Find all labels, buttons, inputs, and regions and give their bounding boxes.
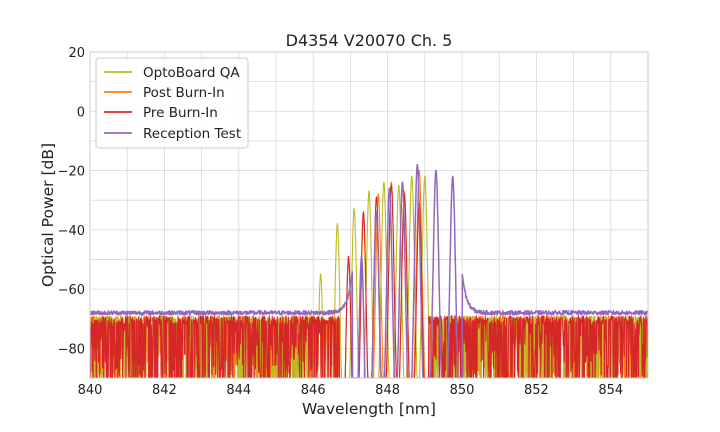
peak-point bbox=[397, 184, 400, 187]
peak-point bbox=[388, 187, 391, 190]
y-tick-label: −80 bbox=[58, 342, 85, 357]
series-line-pre-burn-in bbox=[90, 184, 648, 378]
legend-box bbox=[95, 57, 249, 149]
y-tick-label: −60 bbox=[58, 283, 85, 298]
series-line-reception-test bbox=[90, 163, 648, 378]
legend-label-reception-test: Reception Test bbox=[143, 126, 241, 142]
legend-label-optoboard-qa: OptoBoard QA bbox=[143, 65, 240, 81]
peak-point bbox=[319, 273, 322, 276]
peak-point bbox=[336, 223, 339, 225]
legend-label-pre-burn-in: Pre Burn-In bbox=[143, 105, 218, 121]
x-tick-label: 846 bbox=[301, 383, 326, 398]
plot-frame bbox=[89, 51, 649, 379]
y-tick-labels: −80 −60 −40 −20 0 20 bbox=[58, 46, 85, 357]
peak-point bbox=[368, 190, 370, 193]
peak-point bbox=[418, 169, 421, 172]
peak-point bbox=[360, 255, 363, 258]
y-axis-label: Optical Power [dB] bbox=[39, 143, 57, 287]
y-tick-label: −40 bbox=[58, 224, 85, 239]
peak-point bbox=[353, 208, 355, 210]
y-tick-label: −20 bbox=[58, 165, 85, 180]
x-tick-label: 854 bbox=[598, 383, 623, 398]
x-tick-label: 844 bbox=[226, 383, 251, 398]
peak-point bbox=[410, 175, 413, 178]
peak-point bbox=[424, 175, 426, 178]
x-tick-label: 842 bbox=[152, 383, 177, 398]
x-tick-label: 840 bbox=[78, 383, 103, 398]
peak-point bbox=[347, 255, 350, 258]
legend: OptoBoard QA Post Burn-In Pre Burn-In Re… bbox=[95, 57, 249, 149]
peak-point bbox=[435, 169, 437, 172]
peak-point bbox=[375, 196, 378, 199]
x-tick-label: 850 bbox=[450, 383, 475, 398]
x-axis-label: Wavelength [nm] bbox=[302, 400, 436, 418]
peak-point bbox=[390, 181, 393, 184]
chart-title: D4354 V20070 Ch. 5 bbox=[286, 31, 453, 50]
peak-point bbox=[401, 181, 404, 184]
peak-point bbox=[377, 193, 380, 196]
peak-point bbox=[416, 163, 419, 166]
x-tick-label: 848 bbox=[375, 383, 400, 398]
series-layer bbox=[90, 163, 648, 378]
x-tick-label: 852 bbox=[524, 383, 549, 398]
y-tick-label: 20 bbox=[68, 46, 85, 61]
legend-label-post-burn-in: Post Burn-In bbox=[143, 85, 225, 101]
peak-point bbox=[451, 175, 454, 178]
y-tick-label: 0 bbox=[77, 105, 85, 120]
peak-point bbox=[383, 181, 385, 184]
peak-point bbox=[390, 184, 393, 187]
x-tick-labels: 840 842 844 846 848 850 852 854 bbox=[78, 383, 624, 398]
peak-point bbox=[375, 211, 378, 213]
peak-point bbox=[362, 211, 365, 213]
